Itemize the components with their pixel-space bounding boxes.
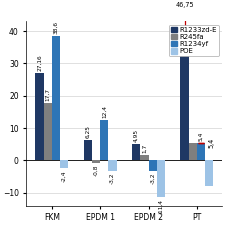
Text: 1,7: 1,7 [142, 144, 147, 153]
Bar [189, 143, 197, 160]
Bar [84, 140, 92, 160]
Text: -3,2: -3,2 [150, 173, 155, 184]
Bar [180, 54, 189, 160]
Text: 6,25: 6,25 [85, 125, 90, 138]
Text: 4,95: 4,95 [134, 129, 139, 142]
Bar [52, 36, 60, 160]
Bar [132, 144, 140, 160]
Legend: R1233zd-E, R245fa, R1234yf, POE: R1233zd-E, R245fa, R1234yf, POE [169, 25, 219, 56]
Text: 17,7: 17,7 [45, 88, 50, 101]
Text: -2,4: -2,4 [62, 170, 67, 182]
Text: 5,4: 5,4 [209, 138, 215, 148]
Text: 38,6: 38,6 [53, 21, 58, 34]
Bar [35, 73, 44, 160]
Bar [148, 160, 157, 171]
Bar [44, 103, 52, 160]
Text: -0,8: -0,8 [94, 165, 99, 176]
Text: 12,4: 12,4 [102, 105, 107, 118]
Text: -11,4: -11,4 [158, 199, 163, 214]
Bar [157, 160, 165, 197]
Bar [108, 160, 117, 171]
Text: 46,75: 46,75 [176, 2, 194, 8]
Bar [100, 120, 108, 160]
Bar [205, 160, 213, 186]
Text: 27,16: 27,16 [37, 54, 42, 71]
Bar [92, 160, 100, 163]
Text: 5,4: 5,4 [198, 132, 203, 141]
Bar [140, 155, 149, 160]
Bar [197, 143, 205, 160]
Bar [60, 160, 68, 168]
Text: -3,2: -3,2 [110, 173, 115, 184]
